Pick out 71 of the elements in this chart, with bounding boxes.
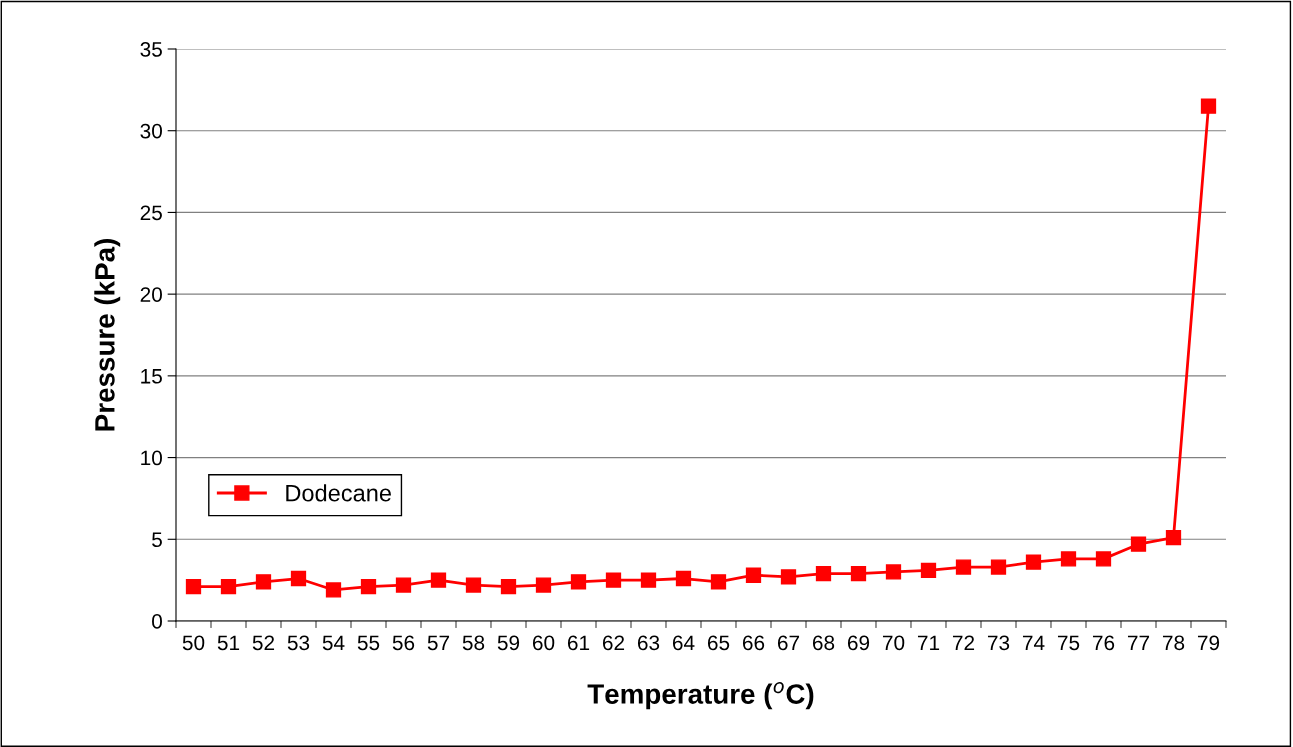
- y-tick-label: 15: [141, 369, 162, 384]
- point: [570, 574, 587, 590]
- point: [920, 562, 937, 578]
- point: [1025, 554, 1042, 570]
- point: [325, 582, 342, 598]
- x-tick-label: 55: [357, 635, 380, 651]
- y-axis-title: Pressure (kPa): [94, 239, 121, 431]
- x-tick-label: 58: [462, 635, 485, 651]
- x-tick-label: 72: [952, 635, 975, 650]
- y-tick-label: 10: [141, 450, 162, 466]
- point: [710, 574, 727, 590]
- point: [395, 577, 412, 593]
- point: [1130, 536, 1147, 552]
- x-tick-label: 62: [602, 635, 625, 651]
- x-tick-label: 70: [882, 635, 905, 651]
- x-tick-label: 57: [427, 635, 450, 651]
- point: [255, 574, 272, 590]
- x-tick-label: 74: [1022, 635, 1045, 650]
- point: [430, 572, 447, 588]
- y-tick-label: 0: [152, 614, 162, 629]
- x-tick-label: 79: [1197, 635, 1220, 651]
- x-tick-label: 77: [1127, 635, 1150, 650]
- x-tick-label: 54: [322, 635, 345, 651]
- x-tick-label: 66: [742, 635, 765, 651]
- point: [360, 579, 377, 595]
- point: [640, 572, 657, 588]
- y-tick-label: 30: [140, 123, 162, 139]
- x-tick-label: 71: [917, 635, 940, 650]
- x-tick-label: 73: [987, 635, 1010, 651]
- point: [745, 567, 762, 583]
- point: [1165, 530, 1182, 546]
- point: [850, 565, 867, 582]
- point: [1060, 551, 1077, 567]
- point: [290, 570, 307, 587]
- point: [500, 579, 517, 595]
- point: [990, 559, 1007, 575]
- point: [1200, 98, 1217, 114]
- legend-label: Dodecane: [286, 484, 391, 502]
- point: [955, 559, 972, 575]
- point: [185, 579, 202, 595]
- x-tick-label: 56: [392, 635, 415, 651]
- point: [885, 564, 902, 580]
- x-tick-label: 52: [252, 635, 275, 651]
- x-tick-label: 67: [777, 635, 800, 651]
- x-tick-label: 65: [707, 635, 730, 651]
- x-tick-label: 59: [497, 635, 520, 651]
- point: [780, 569, 797, 585]
- x-tick-label: 50: [182, 635, 205, 651]
- x-tick-label: 60: [532, 635, 555, 651]
- x-tick-label: 63: [637, 635, 660, 651]
- point: [465, 577, 482, 593]
- x-tick-label: 75: [1057, 635, 1080, 651]
- x-tick-label: 69: [847, 635, 870, 651]
- point: [220, 579, 237, 595]
- y-tick-label: 5: [152, 532, 162, 548]
- x-tick-label: 78: [1162, 635, 1185, 651]
- x-tick-label: 68: [812, 635, 835, 651]
- x-tick-label: 61: [567, 635, 590, 651]
- x-tick-label: 76: [1092, 635, 1115, 651]
- y-tick-label: 25: [140, 205, 162, 221]
- point: [535, 577, 552, 593]
- y-tick-label: 35: [140, 42, 162, 57]
- point: [675, 570, 692, 587]
- x-tick-label: 53: [287, 635, 310, 651]
- x-tick-label: 51: [217, 635, 240, 651]
- x-tick-label: 64: [672, 635, 695, 651]
- x-axis-title: Temperature ($^{o}$C): [587, 682, 814, 710]
- y-tick-label: 20: [140, 287, 162, 302]
- point: [605, 572, 622, 588]
- point: [815, 565, 832, 582]
- point: [1095, 551, 1112, 567]
